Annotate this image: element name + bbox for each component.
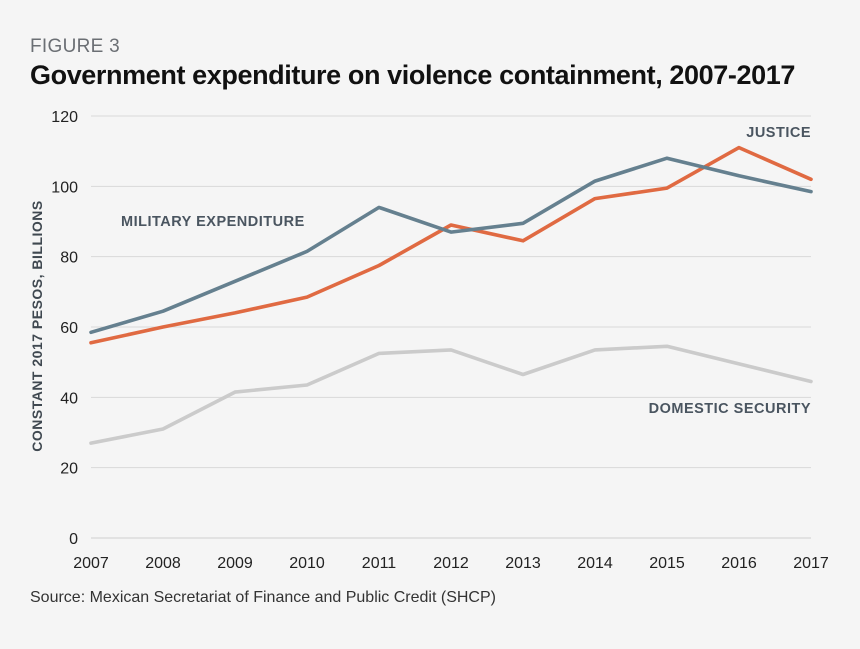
source-note: Source: Mexican Secretariat of Finance a… xyxy=(30,589,496,606)
y-axis-label: CONSTANT 2017 PESOS, BILLIONS xyxy=(29,200,45,452)
y-axis-ticks: 0 20 40 60 80 100 120 xyxy=(51,109,78,548)
series-label-military-expenditure: MILITARY EXPENDITURE xyxy=(121,214,305,230)
x-tick-label: 2014 xyxy=(577,555,613,572)
figure-label: FIGURE 3 xyxy=(30,36,121,57)
y-tick-label: 0 xyxy=(69,531,78,548)
y-tick-label: 20 xyxy=(60,461,78,478)
gridlines xyxy=(91,115,811,539)
y-tick-label: 100 xyxy=(51,179,78,196)
series-lines xyxy=(89,145,813,445)
x-tick-label: 2010 xyxy=(289,555,325,572)
x-tick-label: 2017 xyxy=(793,555,829,572)
series-label-justice: JUSTICE xyxy=(746,125,811,141)
series-line-justice xyxy=(89,145,813,345)
x-tick-label: 2011 xyxy=(362,555,397,572)
x-axis-ticks: 2007 2008 2009 2010 2011 2012 2013 2014 2015 2016… xyxy=(73,555,829,572)
series-label-domestic-security: DOMESTIC SECURITY xyxy=(649,401,811,417)
x-tick-label: 2008 xyxy=(145,555,181,572)
series-labels: MILITARY EXPENDITURE JUSTICE DOMESTIC SECU… xyxy=(121,125,811,417)
x-tick-label: 2016 xyxy=(721,555,757,572)
y-tick-label: 120 xyxy=(51,109,78,126)
x-tick-label: 2007 xyxy=(73,555,109,572)
x-tick-label: 2013 xyxy=(505,555,541,572)
x-tick-label: 2012 xyxy=(433,555,469,572)
y-tick-label: 80 xyxy=(60,250,78,267)
series-line-military-expenditure xyxy=(89,156,813,335)
x-tick-label: 2009 xyxy=(217,555,253,572)
series-line-domestic-security xyxy=(89,344,813,445)
y-tick-label: 60 xyxy=(60,320,78,337)
x-tick-label: 2015 xyxy=(649,555,685,572)
y-tick-label: 40 xyxy=(60,390,78,407)
chart-title: Government expenditure on violence conta… xyxy=(30,60,795,90)
